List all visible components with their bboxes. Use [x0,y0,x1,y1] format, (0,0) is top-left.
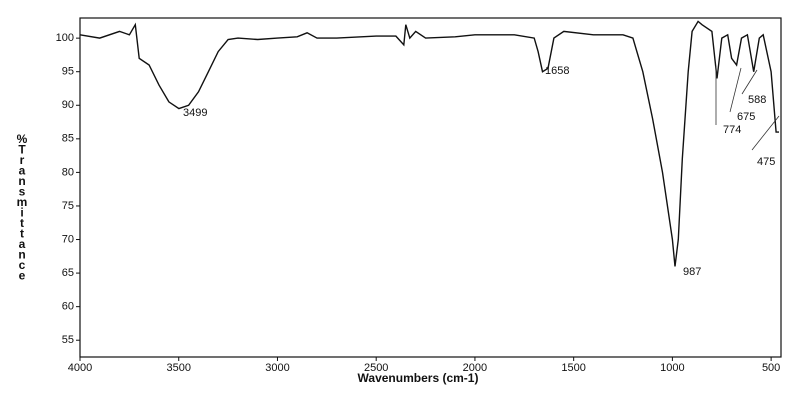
x-tick-label: 2000 [463,362,487,374]
peak-label: 675 [737,111,755,123]
x-tick-label: 4000 [68,362,92,374]
x-tick-label: 1500 [561,362,585,374]
peak-label: 1658 [545,65,569,77]
y-tick-label: 65 [62,267,74,279]
x-tick-label: 1000 [660,362,684,374]
peak-label: 987 [683,266,701,278]
peak-leader [751,115,780,151]
y-tick-label: 85 [62,133,74,145]
peak-label: 588 [748,94,766,106]
spectrum-line [79,20,779,267]
y-tick-label: 60 [62,301,74,313]
y-tick-label: 70 [62,233,74,245]
y-tick-label: 80 [62,166,74,178]
peak-label: 3499 [183,107,207,119]
y-tick-label: 55 [62,334,74,346]
x-tick-label: 3500 [166,362,190,374]
x-tick-label: 500 [762,362,780,374]
peak-leader [729,67,742,113]
y-tick-label: 90 [62,99,74,111]
x-tick-label: 2500 [364,362,388,374]
x-axis-label: Wavenumbers (cm-1) [358,371,479,385]
x-tick-label: 3000 [265,362,289,374]
peak-leader [741,69,758,95]
y-tick-label: 75 [62,200,74,212]
peak-label: 774 [723,124,741,136]
y-tick-label: 100 [56,32,74,44]
y-tick-label: 95 [62,66,74,78]
plot-frame [79,17,782,358]
peak-label: 475 [757,156,775,168]
